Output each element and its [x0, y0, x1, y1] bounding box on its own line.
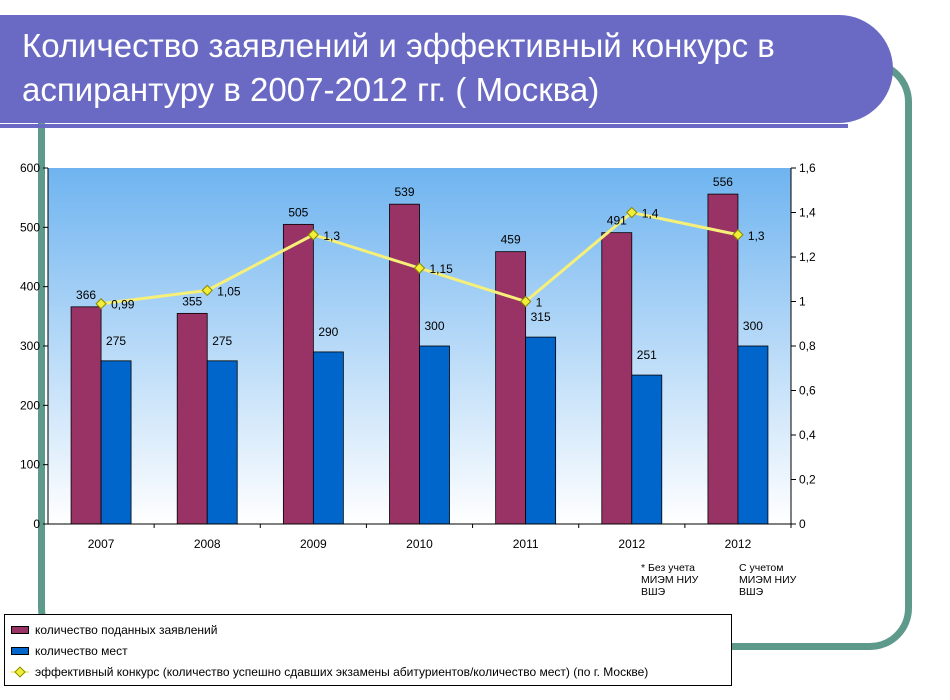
data-label-applications: 459: [501, 233, 521, 247]
y-right-tick-label: 0: [799, 517, 806, 531]
legend-swatch-applications: [11, 626, 29, 634]
point-effective-competition: [413, 262, 426, 274]
data-label-places: 315: [531, 310, 551, 324]
bar-places: [525, 336, 557, 525]
footnote-with-miem: С учетом МИЭМ НИУ ВШЭ: [739, 562, 797, 598]
bar-places: [419, 345, 450, 525]
legend-item-competition: эффективный конкурс (количество успешно …: [11, 662, 648, 682]
y-left-tick-label: 0: [33, 517, 40, 531]
data-label-competition: 1,15: [430, 262, 454, 276]
y-right-tick-label: 0,4: [799, 428, 816, 442]
bar-applications: [389, 203, 420, 525]
legend-marker-competition: [11, 666, 29, 678]
x-tick-label: 2008: [194, 537, 221, 551]
x-tick-label: 2012: [618, 537, 645, 551]
point-effective-competition: [201, 284, 213, 297]
data-label-competition: 1,3: [748, 229, 765, 243]
x-tick-label: 2010: [406, 537, 433, 551]
data-label-places: 300: [424, 319, 444, 333]
bar-applications: [176, 312, 208, 525]
y-right-tick-label: 1,6: [799, 161, 816, 175]
y-right-tick-label: 1: [799, 295, 806, 309]
point-effective-competition: [95, 298, 107, 310]
y-right-tick-label: 0,6: [799, 384, 816, 398]
data-label-competition: 1: [536, 296, 543, 310]
bar-applications: [707, 193, 739, 525]
data-label-competition: 1,3: [323, 229, 340, 243]
title-rule: [0, 124, 848, 128]
chart-container: 366 275 2007 355 275 2008 505 290 2009 539 300 2010…: [0, 150, 950, 610]
bar-applications: [601, 232, 633, 525]
x-tick-label: 2009: [300, 537, 327, 551]
data-label-places: 290: [318, 325, 338, 339]
y-left-tick-label: 600: [20, 161, 40, 175]
data-label-competition: 1,4: [642, 207, 659, 221]
title-band: [0, 15, 893, 123]
y-left-tick-label: 300: [20, 339, 40, 353]
x-tick-label: 2007: [88, 537, 115, 551]
data-label-competition: 0,99: [111, 298, 135, 312]
data-label-places: 300: [743, 319, 763, 333]
legend-label-places: количество мест: [35, 644, 128, 658]
legend-label-competition: эффективный конкурс (количество успешно …: [35, 665, 649, 679]
chart-legend: количество поданных заявлений количество…: [4, 614, 732, 686]
y-left-tick-label: 500: [20, 220, 40, 234]
y-left-tick-label: 100: [20, 458, 40, 472]
bar-places: [631, 374, 663, 525]
slide-title: Количество заявлений и эффективный конку…: [22, 27, 775, 108]
data-label-places: 275: [106, 334, 126, 348]
combo-chart: 366 275 2007 355 275 2008 505 290 2009 539 300 2010…: [20, 161, 816, 551]
data-label-applications: 539: [394, 185, 414, 199]
footnote-without-miem: * Без учета МИЭМ НИУ ВШЭ: [641, 562, 699, 598]
data-label-applications: 556: [713, 175, 733, 189]
legend-swatch-places: [11, 647, 29, 655]
bar-places: [737, 345, 769, 525]
data-label-places: 275: [212, 334, 232, 348]
point-effective-competition: [732, 229, 744, 241]
bar-applications: [282, 223, 314, 525]
y-right-tick-label: 0,8: [799, 339, 816, 353]
x-tick-label: 2012: [725, 537, 752, 551]
data-label-places: 251: [637, 348, 657, 362]
legend-label-applications: количество поданных заявлений: [35, 623, 218, 637]
data-label-competition: 1,05: [217, 284, 241, 298]
point-effective-competition: [307, 229, 320, 241]
data-label-applications: 505: [288, 205, 308, 219]
bar-places: [100, 360, 132, 525]
point-effective-competition: [626, 206, 638, 219]
y-right-tick-label: 1,4: [799, 206, 816, 220]
y-right-tick-label: 0,2: [799, 473, 816, 487]
bar-places: [312, 351, 344, 525]
legend-item-applications: количество поданных заявлений: [11, 620, 217, 640]
data-label-applications: 355: [182, 294, 202, 308]
y-right-tick-label: 1,2: [799, 250, 816, 264]
legend-item-places: количество мест: [11, 641, 128, 661]
data-label-applications: 366: [76, 288, 96, 302]
x-tick-label: 2011: [513, 537, 539, 551]
point-effective-competition: [519, 295, 532, 308]
data-label-applications: 491: [607, 214, 627, 228]
bar-applications: [70, 306, 102, 525]
y-left-tick-label: 200: [20, 398, 40, 412]
y-left-tick-label: 400: [20, 280, 40, 294]
bar-places: [206, 360, 238, 525]
